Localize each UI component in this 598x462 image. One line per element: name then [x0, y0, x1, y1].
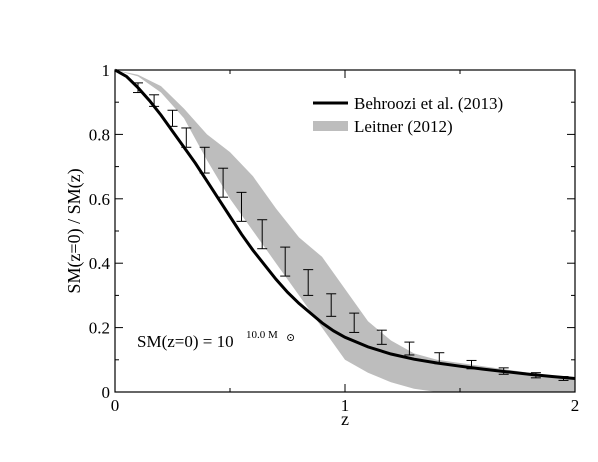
y-tick-label: 0.6	[89, 190, 110, 209]
error-bar	[303, 269, 314, 296]
legend: Behroozi et al. (2013) Leitner (2012)	[313, 94, 503, 136]
x-axis-title: z	[341, 409, 349, 429]
error-bars-layer	[133, 82, 569, 381]
x-tick-label: 0	[111, 396, 120, 415]
x-tick-label: 2	[571, 396, 580, 415]
x-tick-label: 1	[341, 396, 350, 415]
y-axis-title: SM(z=0) / SM(z)	[64, 168, 85, 293]
error-bar	[280, 246, 291, 277]
legend-label-leitner: Leitner (2012)	[354, 117, 453, 136]
y-tick-label: 0.4	[89, 254, 111, 273]
legend-band-swatch	[313, 121, 348, 131]
error-bar	[236, 191, 247, 222]
sun-symbol: ⊙	[286, 332, 295, 344]
error-bar	[218, 167, 229, 198]
legend-label-behroozi: Behroozi et al. (2013)	[354, 94, 503, 113]
behroozi-line	[114, 68, 576, 380]
error-bar	[257, 219, 268, 250]
y-tick-label: 0	[102, 383, 111, 402]
leitner-band	[115, 70, 575, 392]
y-tick-label: 0.8	[89, 125, 110, 144]
annotation-base: SM(z=0) = 10	[137, 332, 234, 351]
stellar-mass-annotation: SM(z=0) = 10 10.0 M ⊙	[137, 329, 295, 351]
y-tick-label: 1	[102, 61, 111, 80]
error-bar	[404, 341, 415, 356]
error-bar	[349, 312, 360, 333]
leitner-band-layer	[115, 70, 575, 392]
annotation-superscript: 10.0 M	[246, 329, 278, 341]
ticks-layer: 0 1 2 0 0.2 0.4 0.6 0.8 1	[89, 61, 580, 415]
error-bar	[376, 329, 387, 345]
y-tick-label: 0.2	[89, 319, 110, 338]
error-bar	[326, 293, 337, 317]
